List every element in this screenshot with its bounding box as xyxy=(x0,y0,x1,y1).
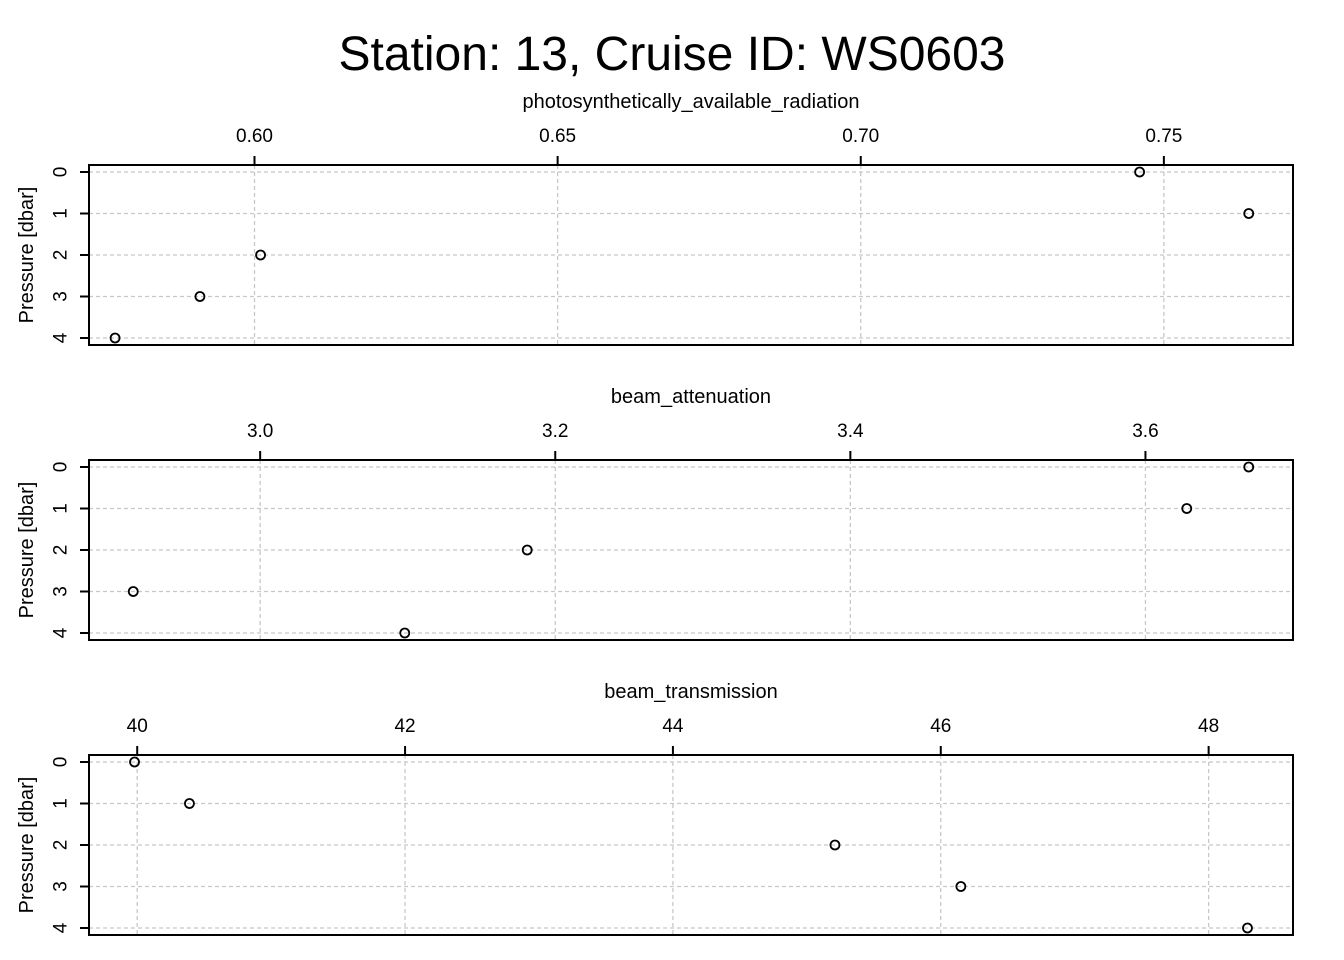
x-tick-label: 42 xyxy=(394,716,415,737)
x-tick-label: 40 xyxy=(127,716,148,737)
y-tick-label: 2 xyxy=(51,840,72,851)
x-tick-label: 0.60 xyxy=(236,126,273,147)
data-point xyxy=(1134,166,1146,178)
data-point xyxy=(184,798,195,809)
y-tick-label: 1 xyxy=(51,208,72,219)
x-tick-label: 46 xyxy=(930,716,951,737)
data-point xyxy=(829,839,841,851)
panels: photosynthetically_available_radiation 0.… xyxy=(16,91,1294,936)
x-tick-label: 48 xyxy=(1198,716,1219,737)
x-tick-label: 3.4 xyxy=(837,421,864,442)
data-point xyxy=(1181,503,1193,514)
data-point xyxy=(109,332,121,344)
x-tick-label: 0.75 xyxy=(1145,126,1182,147)
y-axis-label: Pressure [dbar] xyxy=(16,777,38,914)
y-tick-label: 2 xyxy=(51,545,72,556)
y-tick-label: 4 xyxy=(51,332,72,343)
x-axis-label: beam_transmission xyxy=(604,681,777,703)
x-tick-label: 3.6 xyxy=(1132,421,1158,442)
x-tick-label: 44 xyxy=(662,716,684,737)
figure-title: Station: 13, Cruise ID: WS0603 xyxy=(339,28,1006,81)
y-tick-label: 3 xyxy=(51,586,72,597)
data-point xyxy=(127,586,139,597)
data-point xyxy=(255,249,266,261)
y-tick-label: 0 xyxy=(51,757,72,768)
data-point xyxy=(521,544,533,556)
data-point xyxy=(194,291,206,302)
x-tick-label: 0.65 xyxy=(539,126,576,147)
y-axis-label: Pressure [dbar] xyxy=(16,482,38,619)
y-tick-label: 0 xyxy=(51,462,72,473)
y-tick-label: 3 xyxy=(51,881,72,892)
x-axis-label: beam_attenuation xyxy=(611,386,771,408)
y-tick-label: 4 xyxy=(51,922,72,933)
panel-3: beam_transmission 40 42 44 46 48 0 1 2 3 4 Pressure… xyxy=(16,681,1294,936)
data-point xyxy=(1242,922,1253,934)
panel-2: beam_attenuation 3.0 3.2 3.4 3.6 0 1 2 3 4 Pressur… xyxy=(16,386,1294,641)
x-axis-label: photosynthetically_available_radiation xyxy=(523,91,860,113)
data-point xyxy=(955,881,967,892)
x-tick-label: 3.0 xyxy=(247,421,273,442)
data-point xyxy=(399,627,411,639)
y-tick-label: 1 xyxy=(51,503,72,514)
y-tick-label: 1 xyxy=(51,798,72,809)
data-point xyxy=(1243,461,1255,473)
y-tick-label: 4 xyxy=(51,627,72,638)
x-tick-label: 0.70 xyxy=(842,126,879,147)
panel-1: photosynthetically_available_radiation 0.… xyxy=(16,91,1294,346)
y-tick-label: 0 xyxy=(51,167,72,178)
data-point xyxy=(1243,208,1255,219)
x-tick-label: 3.2 xyxy=(542,421,568,442)
data-point xyxy=(129,756,140,768)
y-tick-label: 2 xyxy=(51,250,72,261)
y-tick-label: 3 xyxy=(51,291,72,302)
y-axis-label: Pressure [dbar] xyxy=(16,187,38,324)
